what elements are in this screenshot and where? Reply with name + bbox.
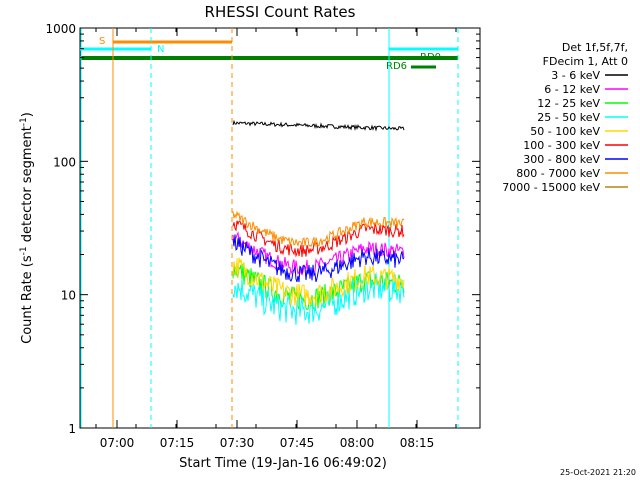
legend-label: 800 - 7000 keV (516, 167, 600, 180)
legend-header-2: FDecim 1, Att 0 (543, 55, 628, 68)
legend-label: 7000 - 15000 keV (502, 181, 600, 194)
y-tick-label: 10 (61, 289, 76, 303)
rd0-label: RD0 (420, 52, 441, 63)
series-line-7 (232, 210, 405, 248)
plot-frame (79, 27, 481, 429)
x-tick-label: 07:15 (160, 436, 195, 450)
x-tick-label: 07:45 (280, 436, 315, 450)
x-axis: 07:00 07:15 07:30 07:45 08:00 08:15 (95, 28, 457, 450)
x-tick-label: 08:00 (340, 436, 375, 450)
series-line-6 (232, 234, 405, 283)
y-axis-label: Count Rate (s-1 detector segment-1) (19, 112, 35, 344)
rd6-label: RD6 (386, 61, 407, 72)
y-axis-label-sup: -1 (19, 246, 29, 255)
s-state-label: S (99, 36, 105, 47)
y-tick-label: 1000 (45, 22, 76, 36)
legend-header-1: Det 1f,5f,7f, (562, 41, 628, 54)
state-indicators: S N RD0 RD6 (80, 36, 458, 72)
legend-label: 3 - 6 keV (551, 69, 600, 82)
legend-label: 6 - 12 keV (544, 83, 600, 96)
y-tick-label: 1 (68, 422, 76, 436)
series-line-1 (232, 231, 405, 276)
legend-label: 25 - 50 keV (537, 111, 600, 124)
y-axis-label-sup2: -1 (19, 117, 29, 126)
series-line-3 (232, 271, 405, 325)
x-tick-label: 08:15 (400, 436, 435, 450)
series-line-0 (232, 119, 405, 132)
x-axis-label: Start Time (19-Jan-16 06:49:02) (179, 456, 387, 471)
series-layer (232, 119, 405, 325)
series-line-4 (232, 257, 405, 307)
legend-label: 300 - 800 keV (523, 153, 600, 166)
y-axis-label-close: ) (20, 112, 35, 117)
legend-label: 50 - 100 keV (530, 125, 600, 138)
x-tick-label: 07:00 (100, 436, 135, 450)
n-state-label: N (157, 44, 164, 55)
x-tick-label: 07:30 (220, 436, 255, 450)
y-axis: 1 10 100 1000 (45, 22, 480, 436)
vertical-markers (80, 28, 459, 428)
legend-label: 12 - 25 keV (537, 97, 600, 110)
footer-date: 25-Oct-2021 21:20 (560, 468, 636, 477)
series-line-5 (232, 220, 405, 258)
chart-title: RHESSI Count Rates (205, 3, 356, 21)
legend-label: 100 - 300 keV (523, 139, 600, 152)
y-axis-label-main: Count Rate (s (20, 255, 35, 344)
legend: Det 1f,5f,7f, FDecim 1, Att 0 3 - 6 keV6… (502, 41, 628, 194)
y-axis-label-tail: detector segment (20, 126, 35, 246)
y-tick-label: 100 (53, 155, 76, 169)
